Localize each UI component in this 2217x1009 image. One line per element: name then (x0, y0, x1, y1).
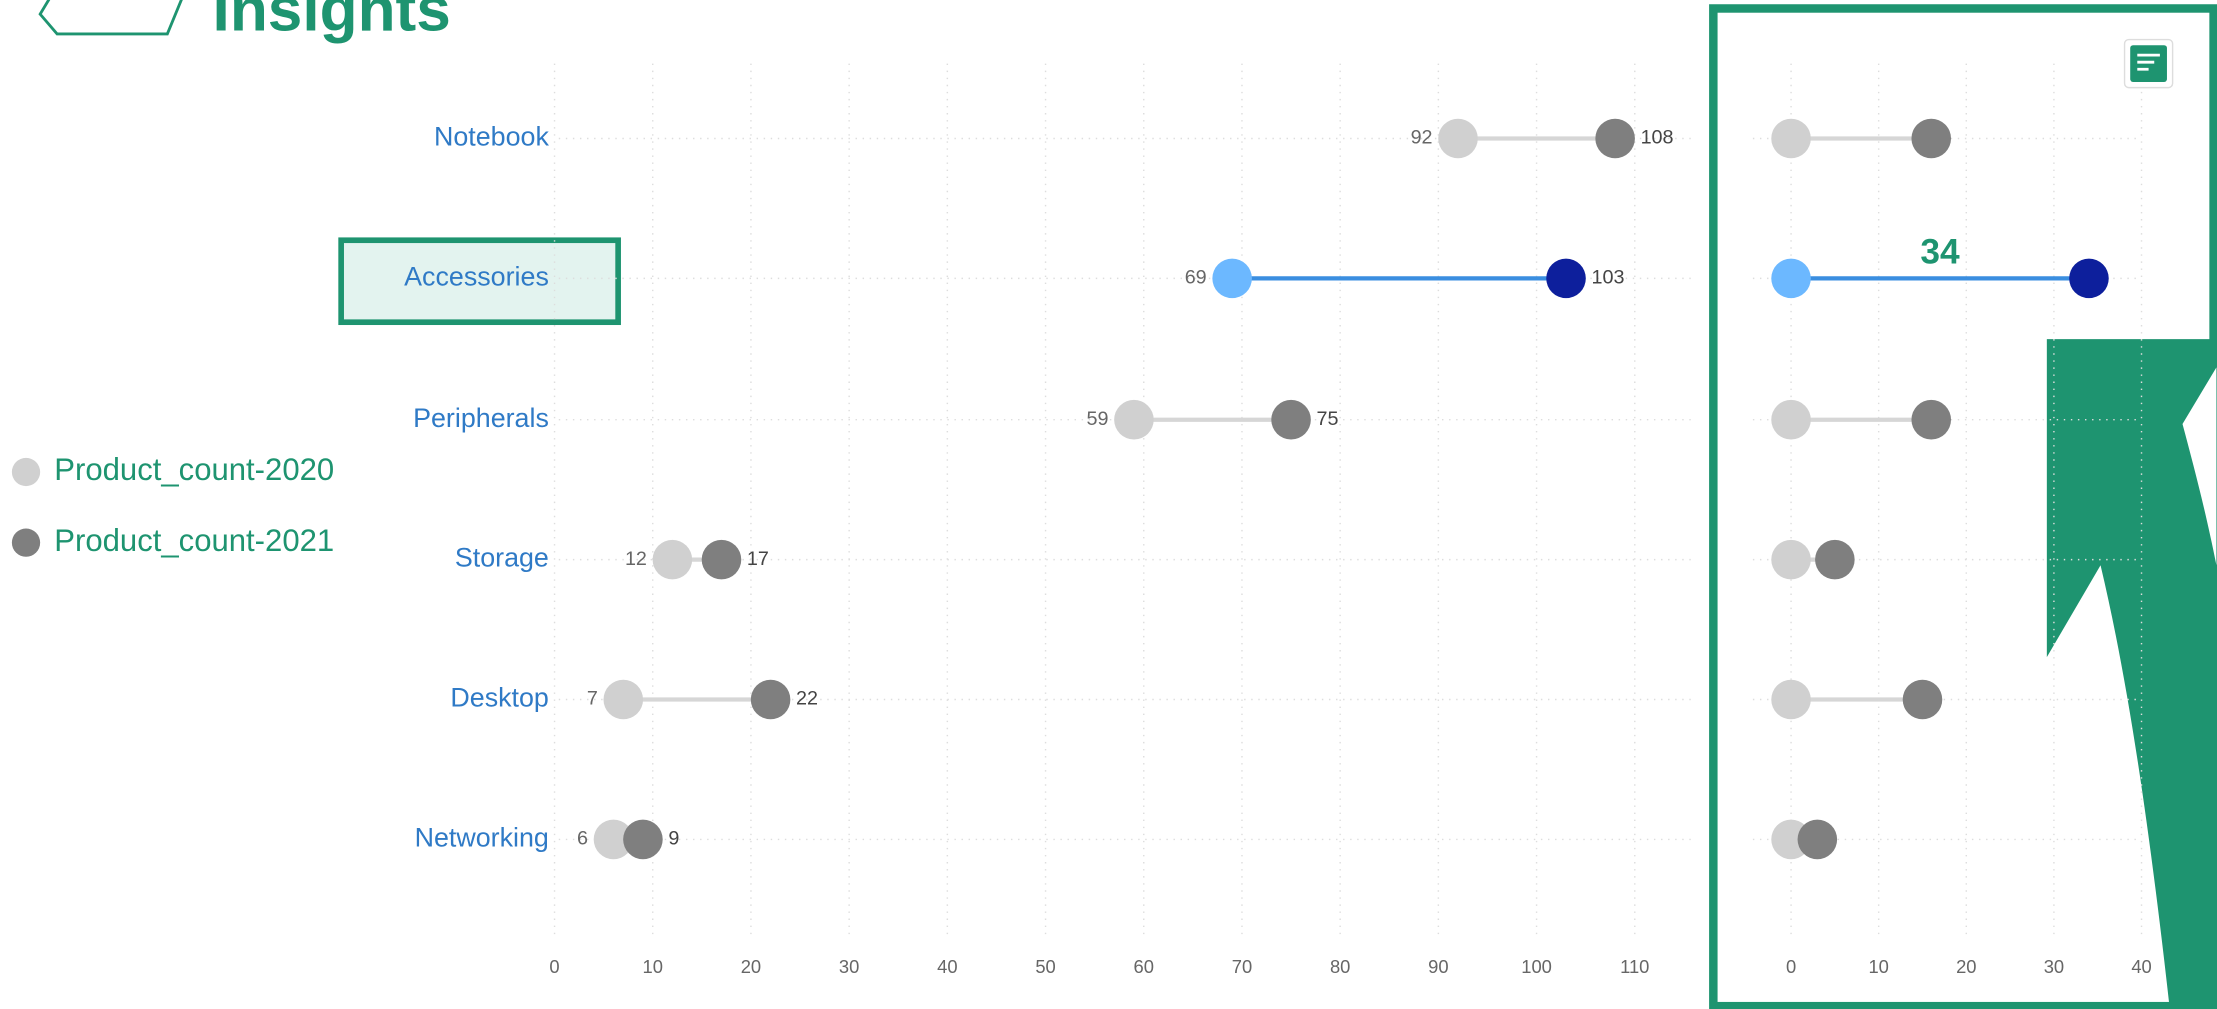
report-icon[interactable] (2123, 38, 2174, 89)
point-2020 (1771, 679, 1811, 720)
value-label: 108 (1641, 127, 1674, 149)
category-label: Accessories (404, 261, 549, 291)
x-tick-label: 40 (937, 956, 957, 977)
point-2021 (1546, 258, 1586, 299)
page-title: Insights (213, 0, 451, 45)
x-tick-label: 10 (643, 956, 663, 977)
point-2020 (1771, 258, 1811, 299)
value-label: 75 (1316, 408, 1338, 430)
value-label: 69 (1185, 267, 1207, 289)
x-tick-label: 100 (1521, 956, 1552, 977)
point-2020 (1771, 399, 1811, 440)
category-label: Desktop (450, 683, 548, 713)
x-tick-label: 40 (2131, 956, 2151, 977)
category-label: Notebook (434, 122, 549, 152)
point-2021 (2069, 258, 2109, 299)
point-2021 (1911, 118, 1952, 159)
legend-label: Product_count-2020 (54, 452, 334, 487)
point-2021 (1797, 819, 1838, 860)
legend-marker (11, 457, 41, 487)
value-label: 92 (1411, 127, 1433, 149)
category-label: Networking (415, 823, 549, 853)
point-2021 (1271, 399, 1311, 440)
value-label: 9 (668, 828, 679, 850)
value-label: 17 (747, 548, 769, 570)
x-tick-label: 0 (549, 956, 559, 977)
x-tick-label: 50 (1035, 956, 1055, 977)
point-2021 (1595, 118, 1635, 159)
point-2021 (1815, 539, 1855, 580)
x-tick-label: 110 (1620, 956, 1649, 977)
point-2020 (1212, 258, 1252, 299)
x-tick-label: 10 (1868, 956, 1888, 977)
point-2021 (701, 539, 742, 580)
point-2021 (1911, 399, 1952, 440)
category-label: Peripherals (413, 403, 549, 433)
x-tick-label: 30 (2044, 956, 2064, 977)
value-label: 6 (577, 828, 588, 850)
point-2020 (1771, 539, 1811, 580)
icon-lines[interactable] (2137, 53, 2160, 71)
highlight-box (338, 237, 621, 326)
point-2020 (593, 819, 634, 860)
arrow-notch (2182, 367, 2217, 566)
x-tick-label: 60 (1134, 956, 1154, 977)
point-2021 (750, 679, 791, 720)
point-2020 (1438, 118, 1478, 159)
point-2020 (1771, 118, 1811, 159)
value-label: 59 (1087, 408, 1109, 430)
x-tick-label: 70 (1232, 956, 1252, 977)
value-label: 22 (796, 688, 818, 710)
x-tick-label: 0 (1786, 956, 1796, 977)
x-tick-label: 90 (1428, 956, 1448, 977)
value-label: 12 (625, 548, 647, 570)
x-tick-label: 80 (1330, 956, 1350, 977)
value-label: 103 (1591, 267, 1624, 289)
legend-label: Product_count-2021 (54, 523, 334, 558)
arrow-shape (2046, 339, 2217, 1009)
point-2021 (1902, 679, 1943, 720)
difference-label: 34 (1920, 233, 1960, 272)
logo-hexagon (38, 0, 183, 36)
category-label: Storage (455, 543, 549, 573)
point-2020 (1114, 399, 1154, 440)
point-2021 (623, 819, 663, 860)
value-label: 7 (587, 688, 598, 710)
x-tick-label: 20 (741, 956, 761, 977)
point-2020 (603, 679, 644, 720)
x-tick-label: 20 (1956, 956, 1976, 977)
x-tick-label: 30 (839, 956, 859, 977)
legend-marker (11, 528, 41, 557)
point-2020 (652, 539, 693, 580)
